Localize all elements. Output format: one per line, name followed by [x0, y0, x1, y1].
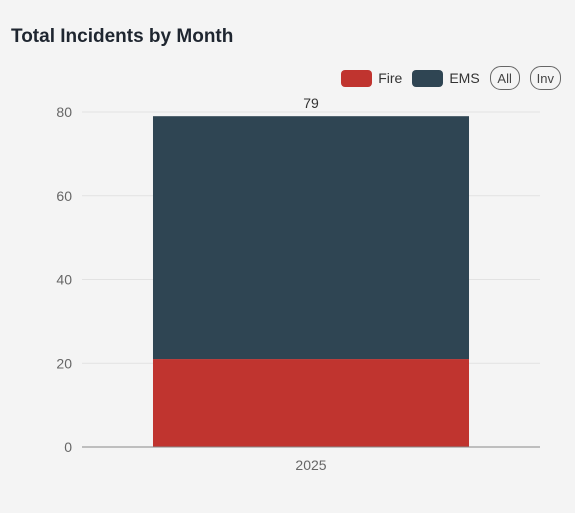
chart-title: Total Incidents by Month: [11, 26, 234, 47]
legend-all-button[interactable]: All: [489, 66, 520, 90]
legend-swatch-ems: [412, 69, 444, 87]
legend-invert-button[interactable]: Inv: [529, 66, 561, 90]
chart-legend: Fire EMS All Inv: [341, 66, 561, 90]
y-tick-label-80: 80: [56, 104, 72, 120]
bar-fire-2025: [152, 359, 470, 447]
bar-total-label-2025: 79: [303, 95, 319, 111]
y-tick-label-40: 40: [56, 272, 72, 288]
legend-label-ems: EMS: [449, 70, 480, 86]
legend-item-ems[interactable]: EMS: [412, 69, 480, 87]
legend-label-fire: Fire: [378, 70, 403, 86]
y-tick-label-60: 60: [56, 188, 72, 204]
x-tick-label-2025: 2025: [295, 457, 326, 473]
y-tick-label-0: 0: [64, 439, 72, 455]
legend-swatch-fire: [341, 69, 373, 87]
bar-ems-2025: [152, 116, 470, 360]
legend-item-fire[interactable]: Fire: [341, 69, 403, 87]
y-tick-label-20: 20: [56, 355, 72, 371]
